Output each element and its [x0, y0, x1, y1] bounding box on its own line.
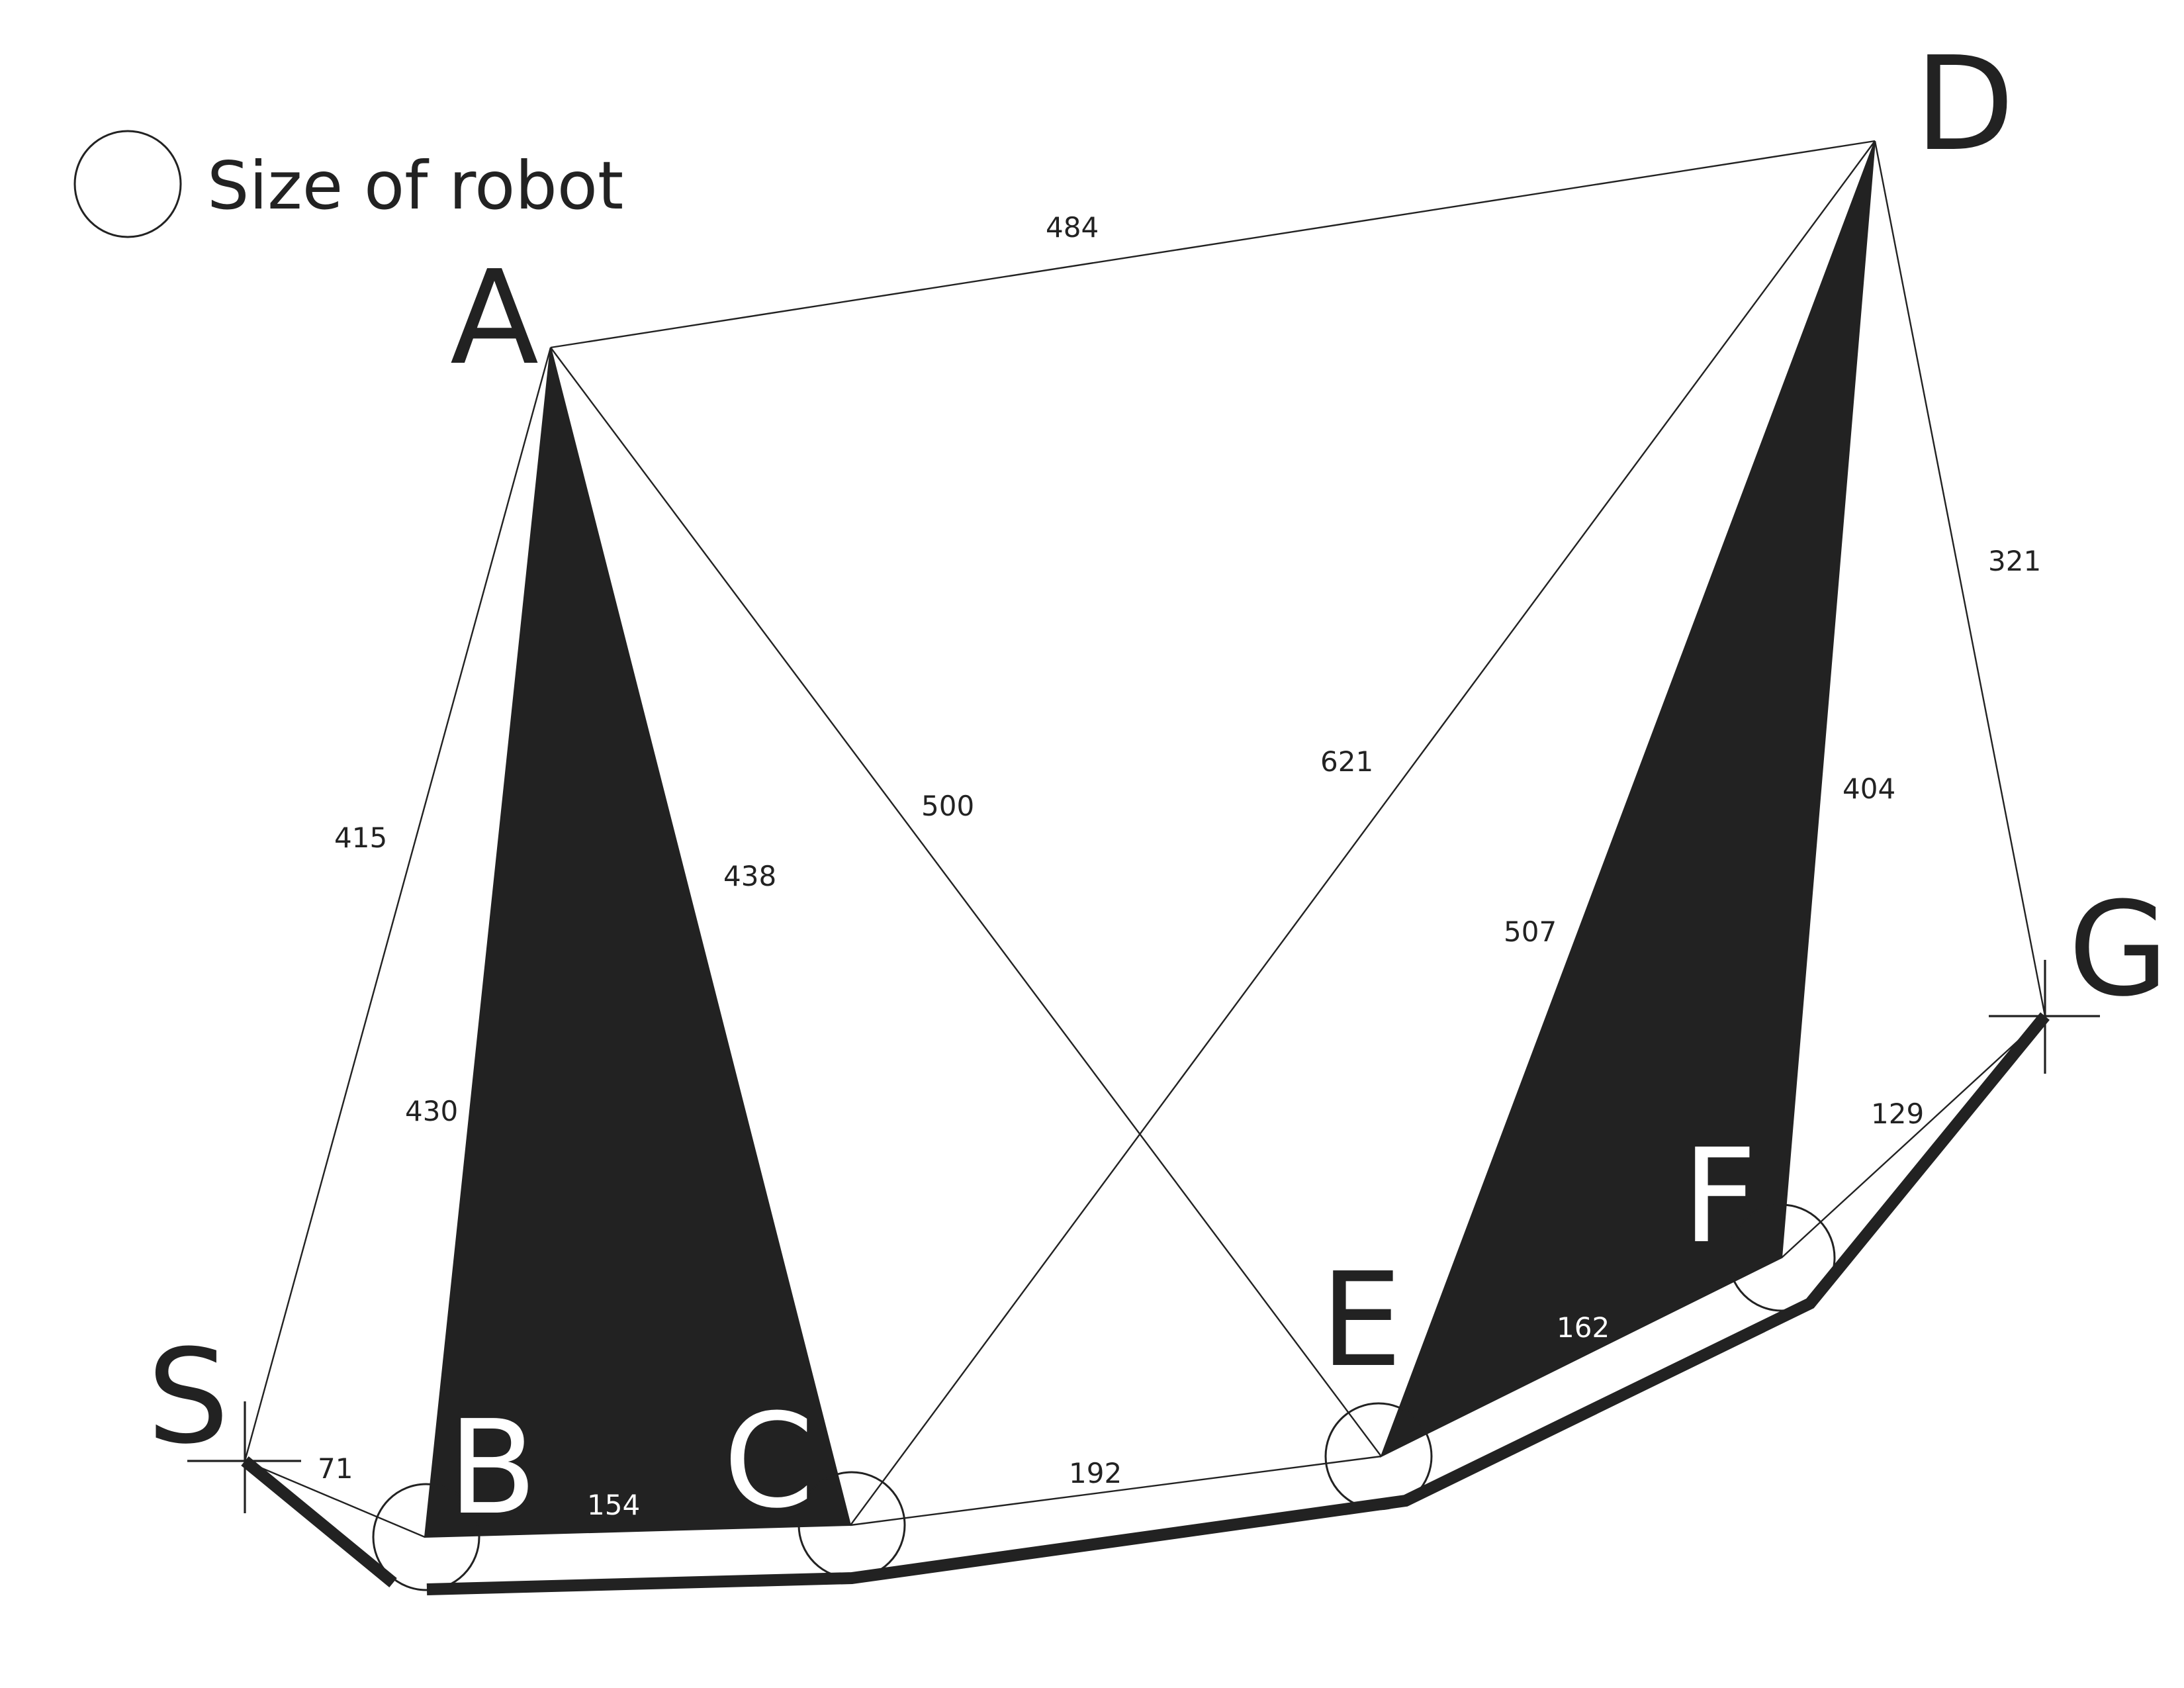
edge-length-labels: 484 321 621 500 404 415 438 507 430 129 … — [318, 211, 2041, 1521]
edge-label-de: 507 — [1504, 915, 1557, 948]
clearance-circle-b — [372, 1483, 480, 1591]
edge-label-cd: 621 — [1320, 745, 1373, 778]
edge-f-g — [1781, 1015, 2046, 1258]
edge-s-a — [244, 347, 552, 1462]
edge-a-d — [550, 140, 1876, 349]
node-label-e: E — [1320, 1245, 1402, 1396]
legend-label: Size of robot — [207, 147, 623, 224]
goal-crosshair — [1989, 960, 2100, 1074]
node-label-a: A — [450, 243, 539, 394]
edge-d-g — [1874, 140, 2046, 1017]
edge-label-fg: 129 — [1871, 1098, 1924, 1130]
path-segment-main — [426, 1012, 2050, 1595]
edge-label-ef: 162 — [1557, 1311, 1610, 1344]
edge-c-d — [850, 140, 1876, 1526]
edge-label-sa: 415 — [334, 821, 387, 854]
obstacle-abc — [424, 347, 852, 1538]
visibility-edges — [244, 140, 2046, 1538]
edge-label-ac: 438 — [723, 860, 776, 892]
node-labels: A D G F E S B C — [147, 29, 2169, 1544]
node-label-g: G — [2068, 874, 2169, 1025]
node-label-d: D — [1915, 29, 2015, 180]
edge-label-sb: 71 — [318, 1452, 353, 1485]
edge-c-e — [850, 1455, 1382, 1526]
node-label-f: F — [1682, 1121, 1757, 1272]
start-crosshair — [187, 1401, 301, 1513]
obstacle-def — [1380, 140, 1876, 1458]
edge-label-bc: 154 — [587, 1489, 640, 1521]
edge-label-df: 404 — [1843, 773, 1895, 805]
edge-label-ae: 500 — [921, 790, 974, 822]
node-label-s: S — [147, 1322, 229, 1473]
path-segment-s — [241, 1456, 397, 1587]
edge-a-e — [550, 347, 1382, 1457]
edge-label-ad: 484 — [1046, 211, 1099, 244]
robot-size-circle — [73, 130, 182, 238]
node-label-c: C — [723, 1386, 814, 1537]
node-label-b: B — [448, 1393, 537, 1544]
edge-label-ce: 192 — [1069, 1457, 1122, 1489]
edge-label-ab: 430 — [405, 1095, 458, 1127]
legend: Size of robot — [73, 130, 623, 238]
robot-path — [241, 1012, 2050, 1595]
edge-s-b — [244, 1460, 426, 1538]
edge-label-dg: 321 — [1988, 545, 2041, 577]
